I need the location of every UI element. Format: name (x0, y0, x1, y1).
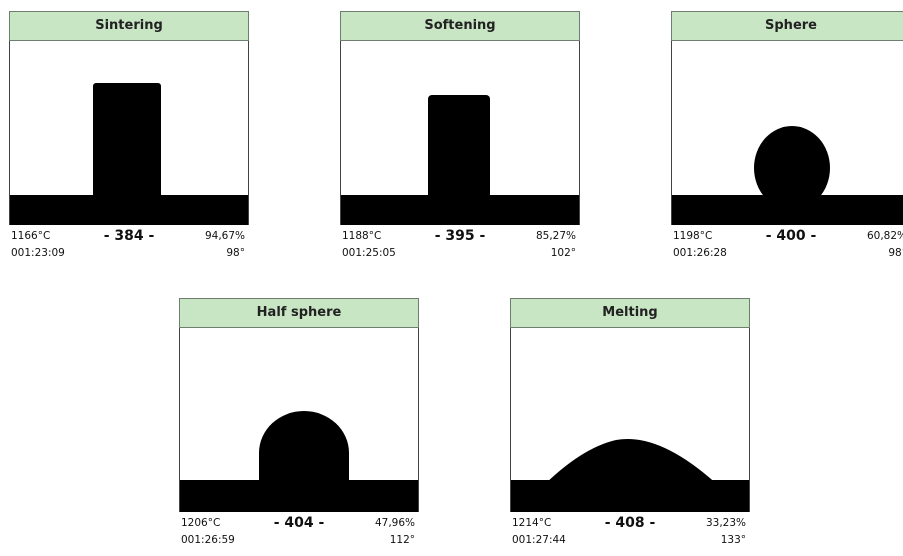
angle: 112° (390, 534, 415, 546)
panel-title: Melting (510, 298, 750, 328)
sample-silhouette (340, 41, 580, 225)
angle: 98° (226, 247, 245, 259)
panel-title: Sintering (9, 11, 249, 41)
angle: 133° (721, 534, 746, 546)
ratio: 85,27% (536, 230, 576, 242)
ratio: 47,96% (375, 517, 415, 529)
ratio: 33,23% (706, 517, 746, 529)
time: 001:23:09 (11, 247, 65, 259)
ratio: 94,67% (205, 230, 245, 242)
sample-silhouette (671, 41, 903, 225)
panel-title: Sphere (671, 11, 903, 41)
angle: 102° (551, 247, 576, 259)
time: 001:26:59 (181, 534, 235, 546)
sample-silhouette (510, 328, 750, 512)
panel-title: Half sphere (179, 298, 419, 328)
time: 001:25:05 (342, 247, 396, 259)
angle: 98° (888, 247, 903, 259)
sample-silhouette (9, 41, 249, 225)
ratio: 60,82% (867, 230, 903, 242)
panel-title: Softening (340, 11, 580, 41)
sample-silhouette (179, 328, 419, 512)
shape-panels: Sintering1166°C- 384 -94,67%001:23:0998°… (0, 0, 903, 556)
time: 001:26:28 (673, 247, 727, 259)
time: 001:27:44 (512, 534, 566, 546)
